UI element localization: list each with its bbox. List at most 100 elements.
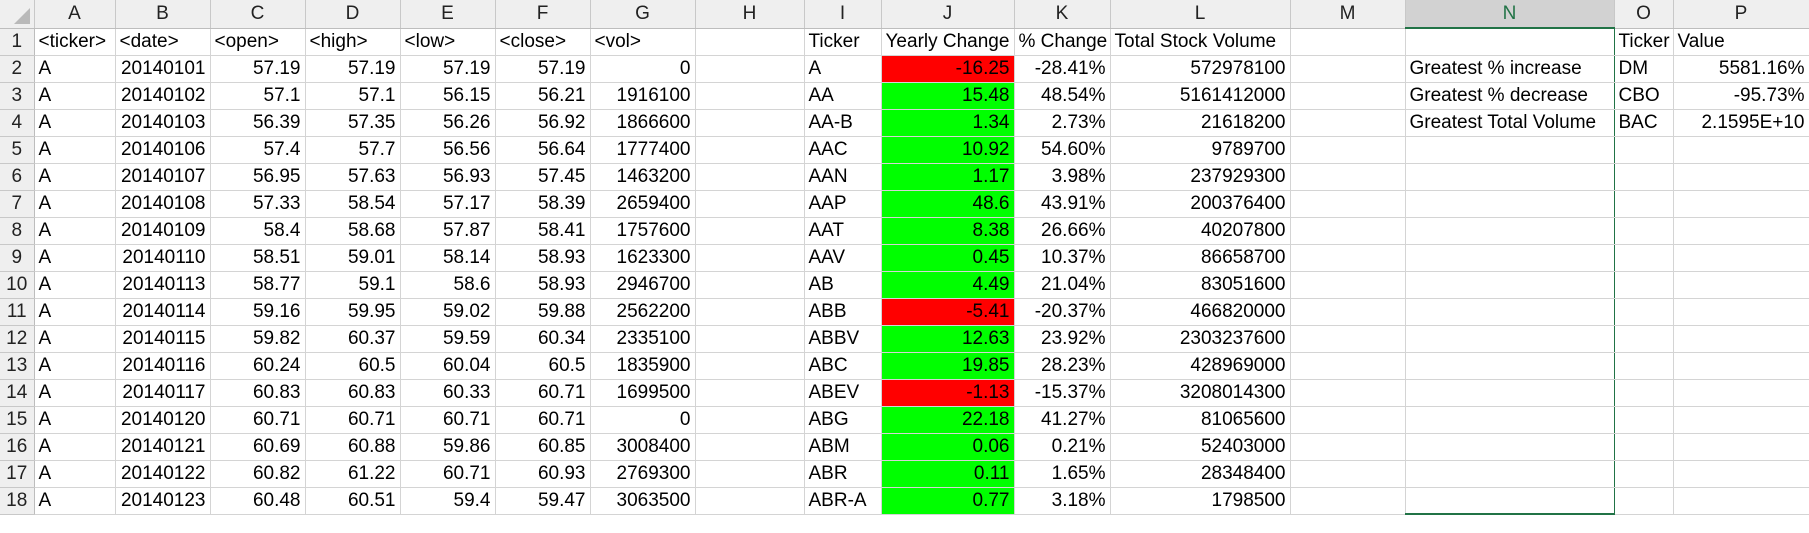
cell-a1[interactable]: <ticker> xyxy=(34,28,116,56)
row-header[interactable]: 6 xyxy=(0,163,35,191)
cell-o9[interactable] xyxy=(1614,244,1674,272)
cell-f10[interactable]: 58.93 xyxy=(495,271,591,299)
cell-f6[interactable]: 57.45 xyxy=(495,163,591,191)
cell-b12[interactable]: 20140115 xyxy=(115,325,211,353)
cell-m15[interactable] xyxy=(1290,406,1406,434)
column-header-n[interactable]: N xyxy=(1405,0,1615,29)
cell-a13[interactable]: A xyxy=(34,352,116,380)
cell-h13[interactable] xyxy=(695,352,805,380)
cell-m2[interactable] xyxy=(1290,55,1406,83)
cell-e3[interactable]: 56.15 xyxy=(400,82,496,110)
cell-m8[interactable] xyxy=(1290,217,1406,245)
cell-n10[interactable] xyxy=(1404,271,1615,299)
row-header[interactable]: 4 xyxy=(0,109,35,137)
cell-o11[interactable] xyxy=(1614,298,1674,326)
cell-n2[interactable]: Greatest % increase xyxy=(1404,55,1615,83)
cell-e13[interactable]: 60.04 xyxy=(400,352,496,380)
cell-l16[interactable]: 52403000 xyxy=(1110,433,1291,461)
cell-b2[interactable]: 20140101 xyxy=(115,55,211,83)
cell-n12[interactable] xyxy=(1404,325,1615,353)
cell-a18[interactable]: A xyxy=(34,487,116,515)
cell-e5[interactable]: 56.56 xyxy=(400,136,496,164)
cell-a8[interactable]: A xyxy=(34,217,116,245)
cell-p10[interactable] xyxy=(1673,271,1809,299)
cell-c9[interactable]: 58.51 xyxy=(210,244,306,272)
cell-l2[interactable]: 572978100 xyxy=(1110,55,1291,83)
cell-m5[interactable] xyxy=(1290,136,1406,164)
cell-i16[interactable]: ABM xyxy=(804,433,882,461)
row-header[interactable]: 8 xyxy=(0,217,35,245)
cell-j2[interactable]: -16.25 xyxy=(881,55,1015,83)
cell-d15[interactable]: 60.71 xyxy=(305,406,401,434)
cell-n8[interactable] xyxy=(1404,217,1615,245)
cell-p13[interactable] xyxy=(1673,352,1809,380)
cell-g17[interactable]: 2769300 xyxy=(590,460,696,488)
cell-h9[interactable] xyxy=(695,244,805,272)
cell-a7[interactable]: A xyxy=(34,190,116,218)
cell-j4[interactable]: 1.34 xyxy=(881,109,1015,137)
cell-j16[interactable]: 0.06 xyxy=(881,433,1015,461)
cell-j1[interactable]: Yearly Change xyxy=(881,28,1015,56)
cell-h2[interactable] xyxy=(695,55,805,83)
cell-a6[interactable]: A xyxy=(34,163,116,191)
cell-l10[interactable]: 83051600 xyxy=(1110,271,1291,299)
cell-k4[interactable]: 2.73% xyxy=(1014,109,1111,137)
cell-n4[interactable]: Greatest Total Volume xyxy=(1404,109,1615,137)
row-header[interactable]: 14 xyxy=(0,379,35,407)
cell-c12[interactable]: 59.82 xyxy=(210,325,306,353)
column-header-p[interactable]: P xyxy=(1673,0,1809,29)
cell-c7[interactable]: 57.33 xyxy=(210,190,306,218)
cell-c3[interactable]: 57.1 xyxy=(210,82,306,110)
cell-m3[interactable] xyxy=(1290,82,1406,110)
cell-j3[interactable]: 15.48 xyxy=(881,82,1015,110)
cell-e14[interactable]: 60.33 xyxy=(400,379,496,407)
cell-f18[interactable]: 59.47 xyxy=(495,487,591,515)
cell-l7[interactable]: 200376400 xyxy=(1110,190,1291,218)
cell-l18[interactable]: 1798500 xyxy=(1110,487,1291,515)
cell-o8[interactable] xyxy=(1614,217,1674,245)
cell-i4[interactable]: AA-B xyxy=(804,109,882,137)
cell-f5[interactable]: 56.64 xyxy=(495,136,591,164)
cell-a15[interactable]: A xyxy=(34,406,116,434)
cell-c6[interactable]: 56.95 xyxy=(210,163,306,191)
cell-g1[interactable]: <vol> xyxy=(590,28,696,56)
cell-k12[interactable]: 23.92% xyxy=(1014,325,1111,353)
cell-n6[interactable] xyxy=(1404,163,1615,191)
cell-i15[interactable]: ABG xyxy=(804,406,882,434)
cell-e9[interactable]: 58.14 xyxy=(400,244,496,272)
cell-l9[interactable]: 86658700 xyxy=(1110,244,1291,272)
cell-f16[interactable]: 60.85 xyxy=(495,433,591,461)
cell-k14[interactable]: -15.37% xyxy=(1014,379,1111,407)
cell-k2[interactable]: -28.41% xyxy=(1014,55,1111,83)
cell-d7[interactable]: 58.54 xyxy=(305,190,401,218)
cell-j8[interactable]: 8.38 xyxy=(881,217,1015,245)
cell-g2[interactable]: 0 xyxy=(590,55,696,83)
cell-k5[interactable]: 54.60% xyxy=(1014,136,1111,164)
cell-k16[interactable]: 0.21% xyxy=(1014,433,1111,461)
cell-j11[interactable]: -5.41 xyxy=(881,298,1015,326)
cell-j6[interactable]: 1.17 xyxy=(881,163,1015,191)
cell-o13[interactable] xyxy=(1614,352,1674,380)
row-header[interactable]: 13 xyxy=(0,352,35,380)
cell-n3[interactable]: Greatest % decrease xyxy=(1404,82,1615,110)
cell-d18[interactable]: 60.51 xyxy=(305,487,401,515)
cell-o16[interactable] xyxy=(1614,433,1674,461)
cell-b7[interactable]: 20140108 xyxy=(115,190,211,218)
cell-n5[interactable] xyxy=(1404,136,1615,164)
cell-d3[interactable]: 57.1 xyxy=(305,82,401,110)
cell-p5[interactable] xyxy=(1673,136,1809,164)
cell-i17[interactable]: ABR xyxy=(804,460,882,488)
cell-e2[interactable]: 57.19 xyxy=(400,55,496,83)
cell-g11[interactable]: 2562200 xyxy=(590,298,696,326)
row-header[interactable]: 10 xyxy=(0,271,35,299)
cell-p18[interactable] xyxy=(1673,487,1809,515)
cell-j13[interactable]: 19.85 xyxy=(881,352,1015,380)
column-header-b[interactable]: B xyxy=(115,0,211,29)
row-header[interactable]: 11 xyxy=(0,298,35,326)
cell-b15[interactable]: 20140120 xyxy=(115,406,211,434)
cell-d2[interactable]: 57.19 xyxy=(305,55,401,83)
cell-j10[interactable]: 4.49 xyxy=(881,271,1015,299)
cell-i14[interactable]: ABEV xyxy=(804,379,882,407)
cell-k10[interactable]: 21.04% xyxy=(1014,271,1111,299)
cell-g16[interactable]: 3008400 xyxy=(590,433,696,461)
